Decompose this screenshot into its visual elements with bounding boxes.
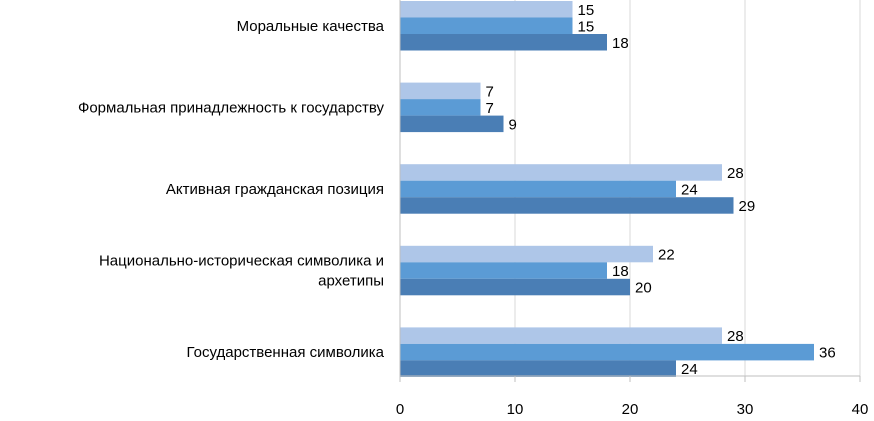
- data-label: 15: [578, 18, 595, 35]
- bars: [400, 1, 814, 377]
- x-tick-label: 0: [396, 401, 404, 418]
- data-label: 15: [578, 2, 595, 19]
- bar: [400, 17, 573, 34]
- axes: [399, 0, 861, 382]
- data-label: 18: [612, 263, 629, 280]
- bar: [400, 343, 814, 361]
- x-tick-label: 20: [622, 401, 639, 418]
- category-label: Национально-историческая символика и: [99, 253, 384, 270]
- data-label: 22: [658, 247, 675, 264]
- data-label: 28: [727, 328, 744, 345]
- x-tick-label: 10: [507, 401, 524, 418]
- bar: [400, 327, 722, 344]
- bar: [400, 164, 722, 181]
- data-label: 24: [681, 361, 698, 378]
- x-tick-label: 40: [852, 401, 869, 418]
- bar: [400, 245, 653, 263]
- data-label: 24: [681, 181, 698, 198]
- bar: [400, 34, 607, 51]
- category-label: Формальная принадлежность к государству: [78, 99, 385, 116]
- x-tick-label: 30: [737, 401, 754, 418]
- bar: [400, 82, 481, 100]
- bar: [400, 262, 607, 279]
- bar: [400, 278, 630, 296]
- bar: [400, 197, 734, 214]
- data-label: 20: [635, 280, 652, 297]
- category-label: Государственная символика: [187, 344, 385, 361]
- bar: [400, 360, 676, 377]
- category-label: Моральные качества: [237, 18, 385, 35]
- data-label: 18: [612, 35, 629, 52]
- category-label: архетипы: [318, 273, 384, 290]
- category-label: Активная гражданская позиция: [166, 181, 384, 198]
- data-label: 9: [509, 116, 517, 133]
- data-label: 29: [739, 198, 756, 215]
- data-label: 7: [486, 83, 494, 100]
- bar: [400, 180, 676, 198]
- bar: [400, 115, 504, 133]
- bar: [400, 99, 481, 116]
- data-label: 7: [486, 100, 494, 117]
- bar: [400, 1, 573, 18]
- data-label: 28: [727, 165, 744, 182]
- data-label: 36: [819, 345, 836, 362]
